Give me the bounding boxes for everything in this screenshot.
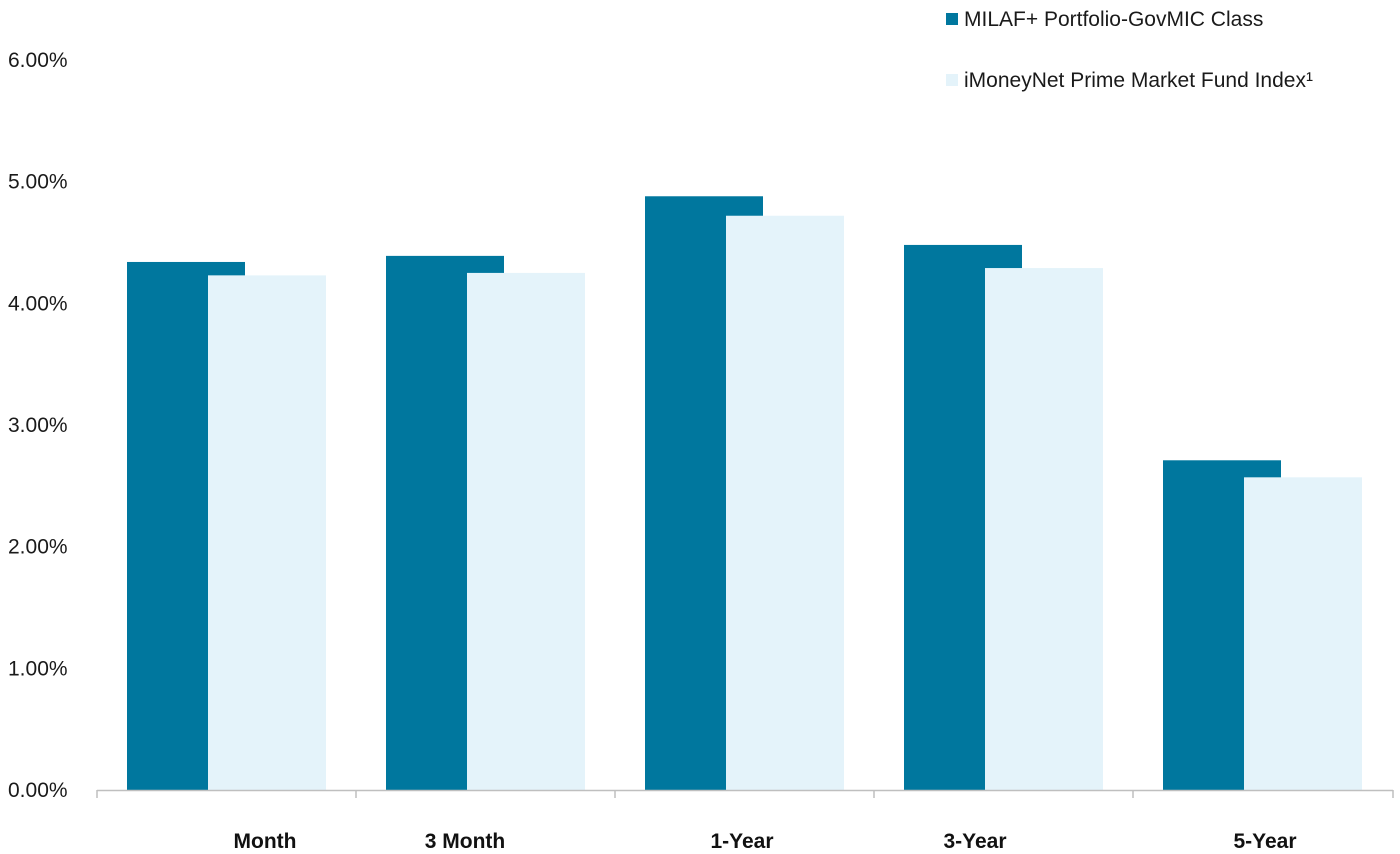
- y-tick-label: 0.00%: [8, 779, 68, 802]
- y-tick-label: 2.00%: [8, 536, 68, 559]
- bar-imoneynet: [985, 268, 1103, 790]
- legend-item: MILAF+ Portfolio-GovMIC Class: [946, 8, 1263, 31]
- y-tick-label: 6.00%: [8, 49, 68, 72]
- legend-item: iMoneyNet Prime Market Fund Index¹: [946, 69, 1313, 92]
- legend-swatch: [946, 74, 958, 86]
- legend-label: MILAF+ Portfolio-GovMIC Class: [964, 8, 1263, 31]
- bar-group: [127, 261, 326, 791]
- bar-group: [386, 255, 585, 791]
- bar-imoneynet: [208, 275, 326, 791]
- legend-label: iMoneyNet Prime Market Fund Index¹: [964, 69, 1313, 92]
- x-category-label: 3-Year: [943, 830, 1006, 853]
- bar-group: [904, 244, 1103, 790]
- legend-swatch: [946, 13, 958, 25]
- y-axis-ticks: 0.00% 1.00% 2.00% 3.00% 4.00% 5.00% 6.00%: [8, 49, 68, 802]
- y-tick-label: 5.00%: [8, 171, 68, 194]
- x-category-label: 3 Month: [425, 830, 505, 853]
- bar-imoneynet: [1244, 477, 1362, 790]
- y-tick-label: 3.00%: [8, 414, 68, 437]
- x-category-label: 1-Year: [710, 830, 773, 853]
- x-category-label: 5-Year: [1233, 830, 1296, 853]
- bar-group: [1163, 460, 1362, 790]
- x-category-label: Month: [234, 830, 297, 853]
- y-tick-label: 4.00%: [8, 292, 68, 315]
- bar-group: [645, 196, 844, 790]
- legend: MILAF+ Portfolio-GovMIC Class iMoneyNet P…: [946, 8, 1313, 92]
- bar-imoneynet: [467, 272, 585, 791]
- y-tick-label: 1.00%: [8, 657, 68, 680]
- x-axis: Month 3 Month 1-Year 3-Year 5-Year: [96, 789, 1394, 853]
- bar-imoneynet: [726, 215, 844, 790]
- bars: [127, 196, 1362, 791]
